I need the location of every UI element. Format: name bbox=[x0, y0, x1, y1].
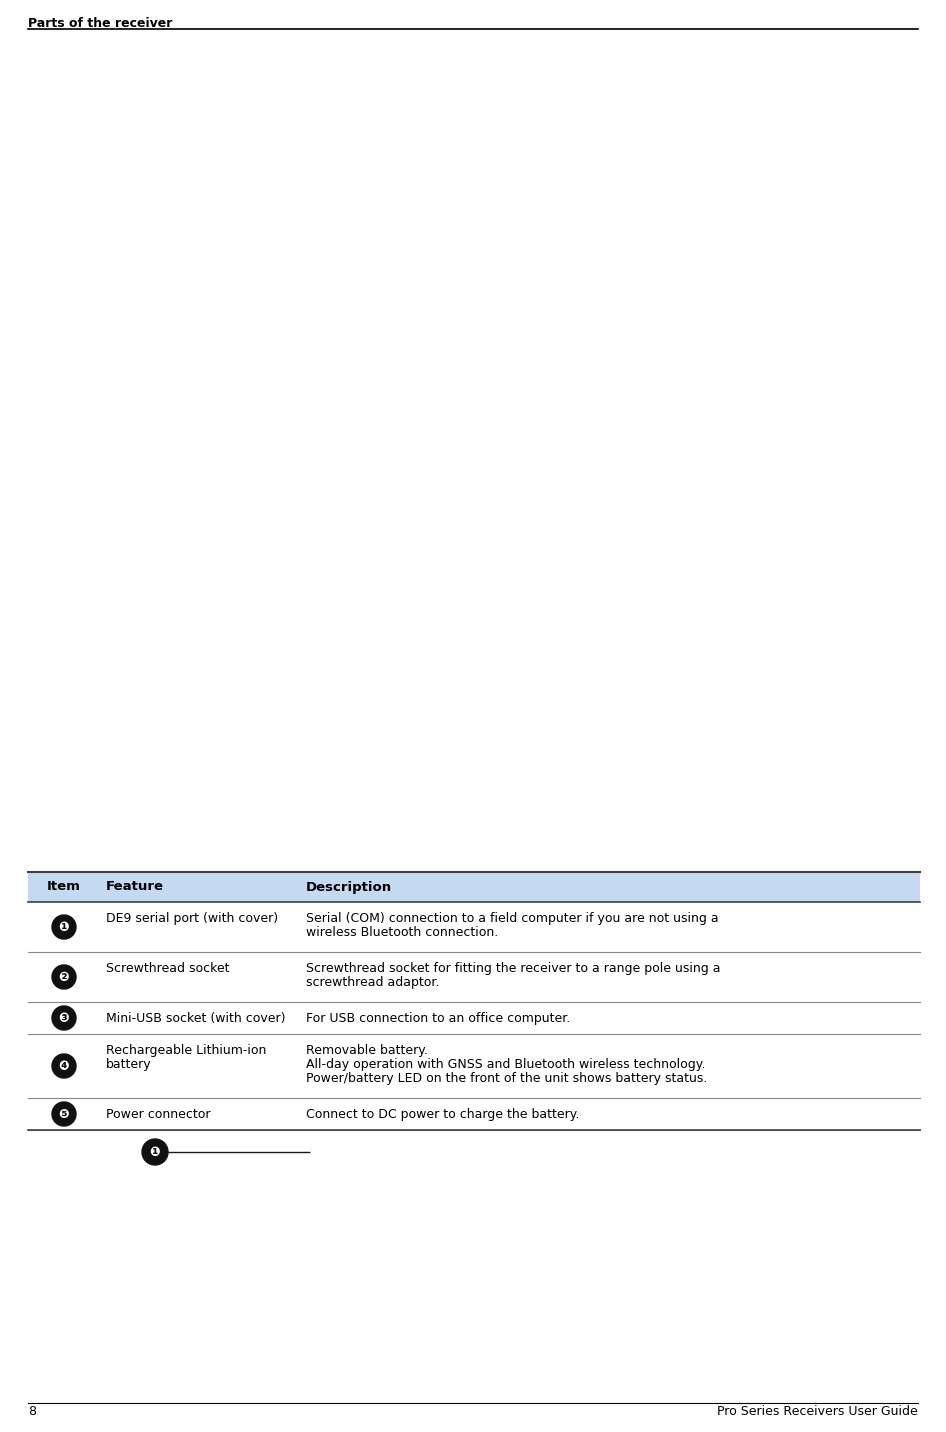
Text: Connect to DC power to charge the battery.: Connect to DC power to charge the batter… bbox=[306, 1108, 579, 1121]
Text: Removable battery.: Removable battery. bbox=[306, 1044, 428, 1057]
Text: Description: Description bbox=[306, 881, 393, 894]
Circle shape bbox=[142, 1030, 168, 1055]
Text: Rechargeable Lithium-ion: Rechargeable Lithium-ion bbox=[106, 1044, 267, 1057]
Text: ❷: ❷ bbox=[59, 971, 69, 984]
Circle shape bbox=[52, 1054, 76, 1078]
Text: All-day operation with GNSS and Bluetooth wireless technology.: All-day operation with GNSS and Bluetoot… bbox=[306, 1058, 706, 1071]
Bar bbox=[28, 902, 920, 952]
Text: ❺: ❺ bbox=[59, 1107, 69, 1120]
Bar bbox=[28, 1098, 920, 1130]
Text: battery: battery bbox=[106, 1058, 151, 1071]
Text: Serial (COM) connection to a field computer if you are not using a: Serial (COM) connection to a field compu… bbox=[306, 912, 719, 925]
Bar bbox=[28, 872, 920, 902]
Text: ❷: ❷ bbox=[149, 1065, 160, 1078]
Text: Power connector: Power connector bbox=[106, 1108, 211, 1121]
Text: Feature: Feature bbox=[106, 881, 164, 894]
Bar bbox=[28, 1002, 920, 1034]
Bar bbox=[28, 952, 920, 1002]
Text: screwthread adaptor.: screwthread adaptor. bbox=[306, 977, 439, 990]
Text: ❹: ❹ bbox=[59, 1060, 69, 1073]
Text: For USB connection to an office computer.: For USB connection to an office computer… bbox=[306, 1012, 570, 1025]
Text: ❶: ❶ bbox=[149, 1146, 160, 1158]
Text: Item: Item bbox=[47, 881, 81, 894]
Circle shape bbox=[52, 1103, 76, 1126]
Circle shape bbox=[142, 1060, 168, 1085]
Text: Mini-USB socket (with cover): Mini-USB socket (with cover) bbox=[106, 1012, 286, 1025]
Circle shape bbox=[647, 977, 673, 1002]
Text: ❺: ❺ bbox=[655, 982, 665, 995]
Bar bbox=[28, 1034, 920, 1098]
Text: ❸: ❸ bbox=[59, 1011, 69, 1024]
Text: 8: 8 bbox=[28, 1405, 36, 1418]
Text: wireless Bluetooth connection.: wireless Bluetooth connection. bbox=[306, 927, 499, 939]
Circle shape bbox=[52, 915, 76, 939]
Text: ❶: ❶ bbox=[59, 921, 69, 934]
Text: Parts of the receiver: Parts of the receiver bbox=[28, 17, 172, 30]
Text: ❹: ❹ bbox=[149, 995, 160, 1008]
Text: DE9 serial port (with cover): DE9 serial port (with cover) bbox=[106, 912, 278, 925]
Text: Screwthread socket for fitting the receiver to a range pole using a: Screwthread socket for fitting the recei… bbox=[306, 962, 721, 975]
Text: Power/battery LED on the front of the unit shows battery status.: Power/battery LED on the front of the un… bbox=[306, 1073, 708, 1085]
Circle shape bbox=[142, 990, 168, 1015]
Circle shape bbox=[142, 1138, 168, 1166]
Text: ❸: ❸ bbox=[149, 1035, 160, 1048]
Circle shape bbox=[52, 965, 76, 990]
Text: Screwthread socket: Screwthread socket bbox=[106, 962, 230, 975]
Circle shape bbox=[52, 1007, 76, 1030]
Text: Pro Series Receivers User Guide: Pro Series Receivers User Guide bbox=[717, 1405, 918, 1418]
